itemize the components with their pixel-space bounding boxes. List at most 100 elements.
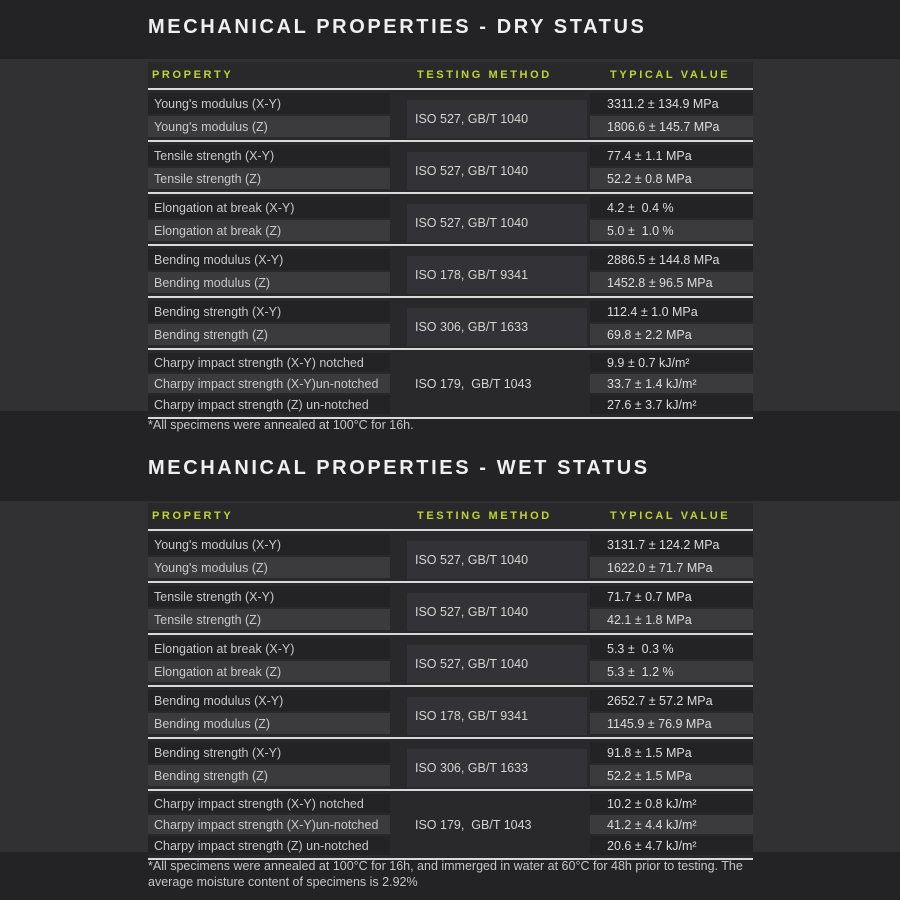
table-row: Bending modulus (Z) 1145.9 ± 76.9 MPa xyxy=(148,713,753,734)
value-cell: 112.4 ± 1.0 MPa xyxy=(590,301,753,322)
value-cell: 1806.6 ± 145.7 MPa xyxy=(590,116,753,137)
property-cell: Charpy impact strength (Z) un-notched xyxy=(148,836,390,855)
value-cell: 2652.7 ± 57.2 MPa xyxy=(590,690,753,711)
testing-method-cell: ISO 527, GB/T 1040 xyxy=(407,152,587,190)
value-cell: 41.2 ± 4.4 kJ/m² xyxy=(590,815,753,834)
property-cell: Bending strength (Z) xyxy=(148,324,390,345)
property-cell: Tensile strength (Z) xyxy=(148,609,390,630)
dry-properties-table: PROPERTY TESTING METHOD TYPICAL VALUE Yo… xyxy=(148,62,753,419)
footer-band xyxy=(0,852,900,900)
table-row: Bending modulus (Z) 1452.8 ± 96.5 MPa xyxy=(148,272,753,293)
value-cell: 10.2 ± 0.8 kJ/m² xyxy=(590,794,753,813)
footnote-wet: *All specimens were annealed at 100°C fo… xyxy=(148,858,768,890)
value-cell: 4.2 ± 0.4 % xyxy=(590,197,753,218)
table-group-elongation: Elongation at break (X-Y) 4.2 ± 0.4 % El… xyxy=(148,192,753,244)
testing-method-cell: ISO 527, GB/T 1040 xyxy=(407,541,587,579)
table-row: Charpy impact strength (X-Y) notched 9.9… xyxy=(148,353,753,372)
value-cell: 27.6 ± 3.7 kJ/m² xyxy=(590,395,753,414)
table-group-bending-strength: Bending strength (X-Y) 112.4 ± 1.0 MPa B… xyxy=(148,296,753,348)
column-header-typical-value: TYPICAL VALUE xyxy=(610,510,731,522)
table-row: Elongation at break (Z) 5.0 ± 1.0 % xyxy=(148,220,753,241)
property-cell: Bending modulus (Z) xyxy=(148,272,390,293)
table-row: Charpy impact strength (X-Y) notched 10.… xyxy=(148,794,753,813)
value-cell: 42.1 ± 1.8 MPa xyxy=(590,609,753,630)
section-title-dry: MECHANICAL PROPERTIES - DRY STATUS xyxy=(148,16,647,38)
table-row: Bending strength (X-Y) 112.4 ± 1.0 MPa xyxy=(148,301,753,322)
property-cell: Charpy impact strength (X-Y)un-notched xyxy=(148,374,390,393)
table-row: Young's modulus (Z) 1622.0 ± 71.7 MPa xyxy=(148,557,753,578)
value-cell: 1622.0 ± 71.7 MPa xyxy=(590,557,753,578)
value-cell: 77.4 ± 1.1 MPa xyxy=(590,145,753,166)
footnote-line: *All specimens were annealed at 100°C fo… xyxy=(148,859,743,873)
table-header-row: PROPERTY TESTING METHOD TYPICAL VALUE xyxy=(148,62,753,90)
value-cell: 69.8 ± 2.2 MPa xyxy=(590,324,753,345)
property-cell: Charpy impact strength (X-Y) notched xyxy=(148,353,390,372)
header-band-dry xyxy=(0,0,900,59)
table-row: Charpy impact strength (X-Y)un-notched 3… xyxy=(148,374,753,393)
table-row: Tensile strength (Z) 52.2 ± 0.8 MPa xyxy=(148,168,753,189)
value-cell: 20.6 ± 4.7 kJ/m² xyxy=(590,836,753,855)
testing-method-cell: ISO 306, GB/T 1633 xyxy=(407,749,587,787)
property-cell: Bending strength (Z) xyxy=(148,765,390,786)
section-title-wet: MECHANICAL PROPERTIES - WET STATUS xyxy=(148,457,650,479)
property-cell: Young's modulus (X-Y) xyxy=(148,534,390,555)
column-header-testing-method: TESTING METHOD xyxy=(417,69,552,81)
value-cell: 2886.5 ± 144.8 MPa xyxy=(590,249,753,270)
table-group-bending-strength: Bending strength (X-Y) 91.8 ± 1.5 MPa Be… xyxy=(148,737,753,789)
table-row: Bending modulus (X-Y) 2652.7 ± 57.2 MPa xyxy=(148,690,753,711)
table-header-row: PROPERTY TESTING METHOD TYPICAL VALUE xyxy=(148,503,753,531)
property-cell: Bending modulus (Z) xyxy=(148,713,390,734)
header-band-wet xyxy=(0,411,900,501)
value-cell: 91.8 ± 1.5 MPa xyxy=(590,742,753,763)
table-row: Young's modulus (X-Y) 3131.7 ± 124.2 MPa xyxy=(148,534,753,555)
table-row: Elongation at break (X-Y) 5.3 ± 0.3 % xyxy=(148,638,753,659)
property-cell: Elongation at break (Z) xyxy=(148,220,390,241)
testing-method-cell: ISO 527, GB/T 1040 xyxy=(407,645,587,683)
table-row: Elongation at break (Z) 5.3 ± 1.2 % xyxy=(148,661,753,682)
value-cell: 3131.7 ± 124.2 MPa xyxy=(590,534,753,555)
property-cell: Young's modulus (Z) xyxy=(148,557,390,578)
footnote-line: *All specimens were annealed at 100°C fo… xyxy=(148,418,414,432)
testing-method-cell: ISO 178, GB/T 9341 xyxy=(407,697,587,735)
property-cell: Elongation at break (X-Y) xyxy=(148,638,390,659)
footnote-line: average moisture content of specimens is… xyxy=(148,875,418,889)
value-cell: 5.0 ± 1.0 % xyxy=(590,220,753,241)
property-cell: Tensile strength (X-Y) xyxy=(148,145,390,166)
value-cell: 3311.2 ± 134.9 MPa xyxy=(590,93,753,114)
table-group-tensile-strength: Tensile strength (X-Y) 71.7 ± 0.7 MPa Te… xyxy=(148,581,753,633)
table-group-bending-modulus: Bending modulus (X-Y) 2652.7 ± 57.2 MPa … xyxy=(148,685,753,737)
table-row: Young's modulus (X-Y) 3311.2 ± 134.9 MPa xyxy=(148,93,753,114)
testing-method-cell: ISO 527, GB/T 1040 xyxy=(407,593,587,631)
property-cell: Bending modulus (X-Y) xyxy=(148,249,390,270)
footnote-dry: *All specimens were annealed at 100°C fo… xyxy=(148,417,768,433)
value-cell: 5.3 ± 1.2 % xyxy=(590,661,753,682)
table-row: Elongation at break (X-Y) 4.2 ± 0.4 % xyxy=(148,197,753,218)
property-cell: Tensile strength (X-Y) xyxy=(148,586,390,607)
property-cell: Bending modulus (X-Y) xyxy=(148,690,390,711)
table-group-tensile-strength: Tensile strength (X-Y) 77.4 ± 1.1 MPa Te… xyxy=(148,140,753,192)
property-cell: Elongation at break (Z) xyxy=(148,661,390,682)
testing-method-cell: ISO 179, GB/T 1043 xyxy=(415,817,532,832)
wet-properties-table: PROPERTY TESTING METHOD TYPICAL VALUE Yo… xyxy=(148,503,753,860)
value-cell: 5.3 ± 0.3 % xyxy=(590,638,753,659)
column-header-property: PROPERTY xyxy=(152,69,234,81)
table-row: Bending strength (Z) 69.8 ± 2.2 MPa xyxy=(148,324,753,345)
property-cell: Young's modulus (Z) xyxy=(148,116,390,137)
column-header-property: PROPERTY xyxy=(152,510,234,522)
table-row: Young's modulus (Z) 1806.6 ± 145.7 MPa xyxy=(148,116,753,137)
property-cell: Young's modulus (X-Y) xyxy=(148,93,390,114)
table-group-charpy-impact: Charpy impact strength (X-Y) notched 9.9… xyxy=(148,348,753,417)
table-group-youngs-modulus: Young's modulus (X-Y) 3131.7 ± 124.2 MPa… xyxy=(148,531,753,581)
table-group-youngs-modulus: Young's modulus (X-Y) 3311.2 ± 134.9 MPa… xyxy=(148,90,753,140)
table-row: Tensile strength (X-Y) 71.7 ± 0.7 MPa xyxy=(148,586,753,607)
value-cell: 33.7 ± 1.4 kJ/m² xyxy=(590,374,753,393)
table-row: Charpy impact strength (Z) un-notched 20… xyxy=(148,836,753,855)
table-row: Bending modulus (X-Y) 2886.5 ± 144.8 MPa xyxy=(148,249,753,270)
property-cell: Elongation at break (X-Y) xyxy=(148,197,390,218)
table-row: Bending strength (Z) 52.2 ± 1.5 MPa xyxy=(148,765,753,786)
property-cell: Charpy impact strength (Z) un-notched xyxy=(148,395,390,414)
table-row: Tensile strength (Z) 42.1 ± 1.8 MPa xyxy=(148,609,753,630)
value-cell: 1145.9 ± 76.9 MPa xyxy=(590,713,753,734)
testing-method-cell: ISO 527, GB/T 1040 xyxy=(407,100,587,138)
value-cell: 52.2 ± 0.8 MPa xyxy=(590,168,753,189)
